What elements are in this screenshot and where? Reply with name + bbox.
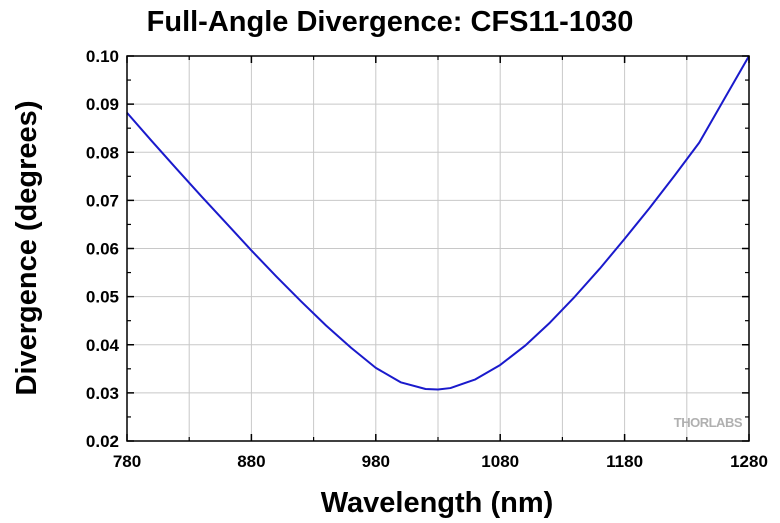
grid xyxy=(127,56,749,441)
x-tick-label: 780 xyxy=(113,452,141,471)
chart-title: Full-Angle Divergence: CFS11-1030 xyxy=(146,6,634,38)
y-tick-label: 0.09 xyxy=(86,95,119,114)
series-layer xyxy=(126,55,750,391)
x-axis-label: Wavelength (nm) xyxy=(321,487,554,519)
x-tick-label: 1080 xyxy=(481,452,519,471)
ticks xyxy=(126,55,750,442)
watermark-text: THORLABS xyxy=(674,415,743,430)
y-tick-label: 0.07 xyxy=(86,191,119,210)
thorlabs-logo: THORLABS xyxy=(674,415,744,430)
x-tick-label: 980 xyxy=(362,452,390,471)
x-tick-label: 1280 xyxy=(730,452,768,471)
y-tick-label: 0.06 xyxy=(86,240,119,259)
y-tick-label: 0.08 xyxy=(86,143,119,162)
y-axis-label: Divergence (degrees) xyxy=(11,101,43,396)
y-tick-label: 0.05 xyxy=(86,288,119,307)
y-tick-label: 0.04 xyxy=(86,336,120,355)
x-tick-label: 1180 xyxy=(606,452,643,471)
y-tick-label: 0.02 xyxy=(86,432,119,451)
y-tick-label: 0.10 xyxy=(86,47,119,66)
series-line-0 xyxy=(126,55,750,391)
tick-labels: 780 880 980 1080 1180 1280 0.02 0.03 0.04 0.05 0.0… xyxy=(86,47,768,471)
y-tick-label: 0.03 xyxy=(86,384,119,403)
x-tick-label: 880 xyxy=(237,452,265,471)
